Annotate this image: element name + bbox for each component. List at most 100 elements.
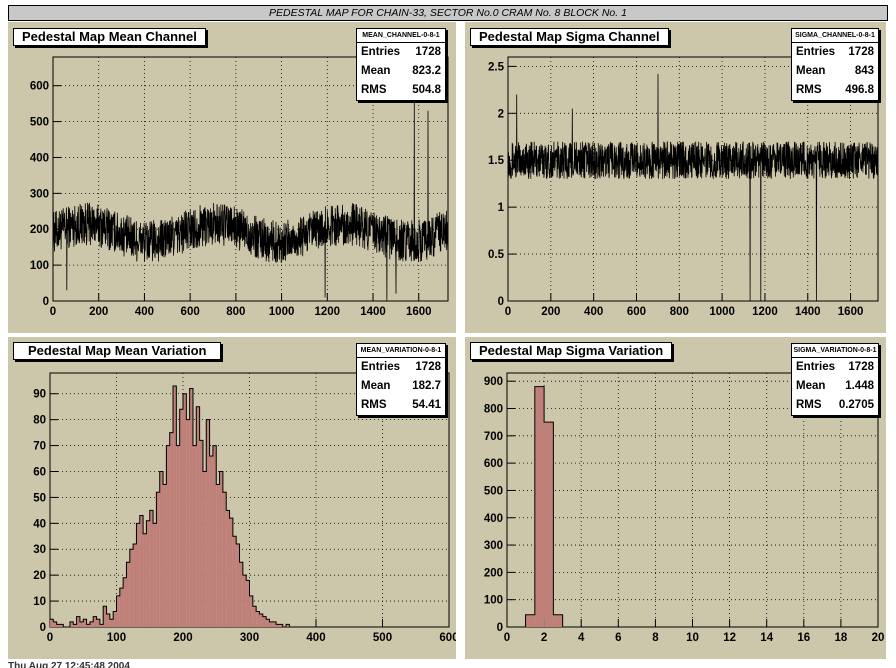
histogram-bar bbox=[166, 445, 170, 627]
histogram-bar bbox=[544, 422, 554, 627]
stats-row: Mean 1.448 bbox=[796, 380, 874, 392]
x-tick-label: 400 bbox=[584, 306, 603, 318]
y-tick-label: 30 bbox=[33, 544, 46, 556]
histogram-bar bbox=[133, 544, 137, 627]
stats-row: Mean 182.7 bbox=[361, 380, 441, 392]
x-tick-label: 600 bbox=[627, 306, 646, 318]
sigma-variation-title: Pedestal Map Sigma Variation bbox=[470, 342, 673, 360]
y-tick-label: 0 bbox=[498, 296, 504, 308]
stats-row: Mean 843 bbox=[796, 65, 874, 77]
histogram-bar bbox=[119, 588, 124, 627]
x-tick-label: 1600 bbox=[406, 306, 432, 318]
mean-variation-title: Pedestal Map Mean Variation bbox=[13, 342, 222, 360]
histogram-bar bbox=[129, 549, 134, 627]
x-tick-label: 6 bbox=[615, 632, 621, 644]
histogram-bar bbox=[212, 445, 217, 627]
y-tick-label: 0 bbox=[40, 622, 46, 634]
histogram-bar bbox=[76, 616, 80, 627]
x-tick-label: 12 bbox=[723, 632, 736, 644]
histogram-bar bbox=[202, 471, 207, 627]
histogram-bar bbox=[262, 616, 267, 627]
mean-variation-stats: MEAN_VARIATION-0-8-1 Entries 1728 Mean 182… bbox=[356, 343, 446, 416]
mean-channel-title: Pedestal Map Mean Channel bbox=[13, 28, 206, 46]
y-tick-label: 40 bbox=[33, 518, 46, 530]
y-tick-label: 100 bbox=[30, 260, 49, 272]
histogram-bar bbox=[169, 432, 174, 627]
x-tick-label: 20 bbox=[872, 632, 885, 644]
x-tick-label: 16 bbox=[797, 632, 810, 644]
x-tick-label: 600 bbox=[181, 306, 200, 318]
y-tick-label: 0.5 bbox=[488, 249, 505, 261]
histogram-bar bbox=[276, 624, 280, 627]
x-tick-label: 1400 bbox=[795, 306, 821, 318]
y-tick-label: 1.5 bbox=[488, 155, 505, 167]
x-tick-label: 10 bbox=[686, 632, 699, 644]
histogram-bar bbox=[149, 510, 154, 627]
y-tick-label: 800 bbox=[484, 404, 503, 416]
stats-row: Entries 1728 bbox=[361, 361, 441, 373]
x-tick-label: 2 bbox=[541, 632, 547, 644]
histogram-bar bbox=[189, 388, 193, 627]
stats-name: MEAN_CHANNEL-0-8-1 bbox=[357, 29, 445, 43]
histogram-bar bbox=[249, 595, 253, 627]
x-tick-label: 0 bbox=[504, 632, 510, 644]
x-tick-label: 600 bbox=[439, 632, 456, 644]
x-tick-label: 1600 bbox=[838, 306, 864, 318]
pad-mean-channel: 0 200 400 600 800 1000 1200 1400 1600 0 100 200 300 4… bbox=[8, 22, 456, 333]
histogram-bar bbox=[79, 621, 84, 627]
x-tick-label: 0 bbox=[505, 306, 511, 318]
histogram-bar bbox=[226, 510, 230, 627]
x-tick-label: 1200 bbox=[315, 306, 341, 318]
y-tick-label: 2.5 bbox=[488, 61, 505, 73]
x-tick-label: 200 bbox=[173, 632, 192, 644]
y-tick-label: 50 bbox=[33, 492, 46, 504]
x-tick-label: 400 bbox=[306, 632, 325, 644]
histogram-bar bbox=[196, 406, 200, 627]
pad-sigma-channel: 0 200 400 600 800 1000 1200 1400 1600 0 0.5 1 1.5 2 2.… bbox=[465, 22, 886, 333]
x-tick-label: 0 bbox=[50, 306, 56, 318]
histogram-bar bbox=[242, 575, 247, 627]
histogram-bar bbox=[99, 624, 104, 627]
histogram-outline bbox=[50, 385, 449, 628]
x-tick-label: 800 bbox=[226, 306, 245, 318]
sigma-channel-title: Pedestal Map Sigma Channel bbox=[470, 28, 669, 46]
y-tick-label: 0 bbox=[43, 296, 49, 308]
x-tick-label: 300 bbox=[240, 632, 259, 644]
y-tick-label: 700 bbox=[484, 431, 503, 443]
histogram-bar bbox=[183, 393, 187, 627]
y-tick-label: 300 bbox=[30, 188, 49, 200]
stats-row: Mean 823.2 bbox=[361, 65, 441, 77]
histogram-bar bbox=[199, 440, 203, 627]
y-tick-label: 500 bbox=[484, 485, 503, 497]
y-tick-label: 600 bbox=[484, 458, 503, 470]
histogram bbox=[507, 386, 878, 628]
histogram-bar bbox=[534, 386, 545, 627]
histogram-bar bbox=[206, 419, 210, 627]
histogram-bar bbox=[156, 492, 160, 627]
y-tick-label: 300 bbox=[484, 540, 503, 552]
stats-name: SIGMA_VARIATION-0-8-1 bbox=[792, 344, 878, 358]
y-tick-label: 900 bbox=[484, 376, 503, 388]
y-tick-label: 400 bbox=[484, 513, 503, 525]
histogram-bar bbox=[553, 614, 563, 627]
histogram-bar bbox=[159, 471, 164, 627]
plot-frame bbox=[507, 56, 879, 302]
histogram-bar bbox=[93, 616, 97, 627]
y-tick-label: 2 bbox=[498, 108, 504, 120]
histogram-bar bbox=[192, 445, 197, 627]
histogram-bar bbox=[136, 523, 140, 627]
histogram-bar bbox=[143, 533, 147, 627]
histogram-bar bbox=[53, 621, 57, 627]
series-line bbox=[52, 100, 449, 302]
histogram-bar bbox=[103, 606, 107, 627]
histogram-bar bbox=[219, 471, 223, 627]
pad-mean-variation: 0 100 200 300 400 500 600 0 10 20 30 40 50 60 70 80 90 P… bbox=[8, 337, 456, 659]
x-tick-label: 1400 bbox=[360, 306, 386, 318]
pad-sigma-variation: 0 2 4 6 8 10 12 14 16 18 20 0 100 200 300 400 500 600 700 8… bbox=[465, 337, 886, 659]
histogram-bar bbox=[59, 624, 64, 627]
histogram-bar bbox=[256, 611, 260, 627]
timestamp-footer: Thu Aug 27 12:45:48 2004 bbox=[8, 661, 130, 668]
plot-frame bbox=[52, 56, 449, 302]
x-tick-label: 0 bbox=[47, 632, 53, 644]
histogram-bar bbox=[216, 484, 220, 627]
